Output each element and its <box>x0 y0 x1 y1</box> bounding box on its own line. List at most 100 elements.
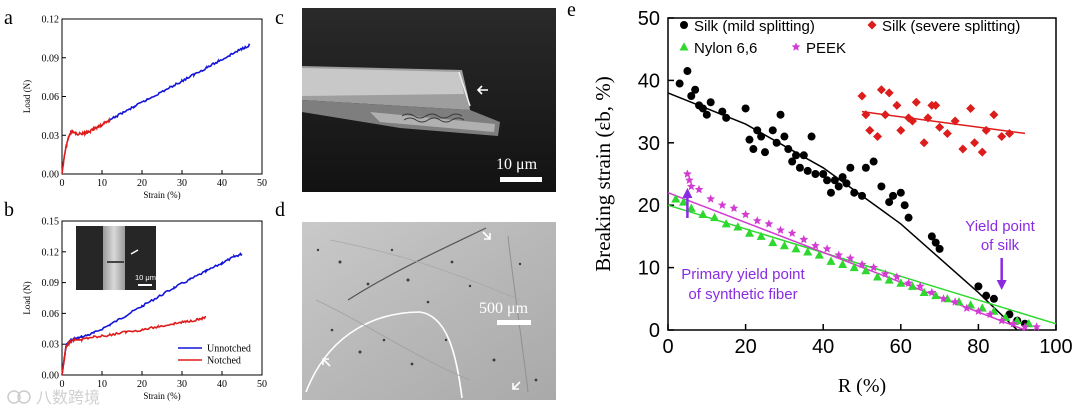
data-point-nylon-6-6 <box>931 290 941 300</box>
x-tick-label: 40 <box>217 379 227 390</box>
legend-label: Unnotched <box>207 344 251 355</box>
data-point-nylon-6-6 <box>686 203 696 212</box>
data-point-silk-mild-splitting <box>889 191 898 200</box>
data-point-silk-mild-splitting <box>904 213 913 222</box>
x-tick-label: 0 <box>60 178 65 189</box>
x-tick-label: 30 <box>177 178 187 189</box>
data-point-peek <box>915 281 925 290</box>
data-point-nylon-6-6 <box>966 300 976 309</box>
data-point-silk-mild-splitting <box>974 282 983 291</box>
notch-arrow-icon <box>130 249 139 255</box>
series-line-notched <box>61 315 207 376</box>
data-point-silk-severe-splitting <box>876 85 886 95</box>
data-point-silk-mild-splitting <box>861 163 870 172</box>
y-tick-label: 40 <box>638 70 660 92</box>
data-point-peek <box>997 316 1007 325</box>
inset-micrograph-b: 10 μm <box>76 226 156 290</box>
data-point-nylon-6-6 <box>671 194 681 203</box>
data-point-peek <box>764 219 774 228</box>
data-point-silk-mild-splitting <box>687 92 696 100</box>
x-tick-label: 0 <box>60 379 65 390</box>
x-tick-label: 20 <box>137 178 147 189</box>
data-point-silk-mild-splitting <box>989 294 998 303</box>
data-point-silk-severe-splitting <box>861 110 871 120</box>
data-point-nylon-6-6 <box>919 287 929 297</box>
x-tick-label: 40 <box>217 178 227 189</box>
data-point-nylon-6-6 <box>710 212 720 222</box>
data-point-peek <box>717 200 727 209</box>
data-point-silk-mild-splitting <box>768 126 777 135</box>
data-point-peek <box>974 306 983 315</box>
data-point-peek <box>904 278 913 287</box>
y-tick-label: 0.06 <box>42 309 60 320</box>
data-point-silk-mild-splitting <box>772 138 781 147</box>
data-point-silk-severe-splitting <box>931 100 941 110</box>
data-point-peek <box>694 185 704 194</box>
crack-arrow-icon <box>482 231 491 240</box>
x-tick-label: 40 <box>812 336 834 358</box>
data-point-nylon-6-6 <box>814 250 824 259</box>
data-point-silk-severe-splitting <box>896 125 906 135</box>
data-point-silk-mild-splitting <box>691 85 700 94</box>
data-point-nylon-6-6 <box>679 197 689 206</box>
data-point-silk-mild-splitting <box>807 132 816 141</box>
data-point-silk-mild-splitting <box>838 173 847 182</box>
y-tick-label: 0.15 <box>42 217 60 228</box>
arrowhead-icon <box>996 280 1007 290</box>
data-point-silk-severe-splitting <box>911 97 921 107</box>
data-point-nylon-6-6 <box>733 222 743 231</box>
data-point-peek <box>683 169 692 178</box>
x-axis-label: Strain (%) <box>143 391 180 401</box>
watermark-text: 八数跨境 <box>36 388 100 407</box>
inset-scale-bar <box>138 284 152 286</box>
plot-frame <box>61 220 263 376</box>
crack-arrow-icon <box>322 358 331 367</box>
data-point-peek <box>822 244 832 253</box>
data-point-silk-severe-splitting <box>880 110 890 120</box>
data-point-nylon-6-6 <box>803 247 813 256</box>
data-point-silk-mild-splitting <box>935 244 944 253</box>
data-point-nylon-6-6 <box>849 262 859 272</box>
data-point-silk-mild-splitting <box>702 110 711 119</box>
data-point-nylon-6-6 <box>884 275 894 284</box>
scale-bar-d <box>497 320 531 325</box>
data-point-nylon-6-6 <box>698 209 708 219</box>
panel-label-b: b <box>4 199 14 221</box>
data-point-silk-severe-splitting <box>892 100 902 110</box>
watermark: 八数跨境 <box>7 388 100 407</box>
data-point-silk-severe-splitting <box>989 110 999 120</box>
data-point-nylon-6-6 <box>977 303 987 312</box>
data-point-nylon-6-6 <box>779 240 789 250</box>
data-point-peek <box>927 288 937 297</box>
inset-scale-label: 10 μm <box>135 273 156 282</box>
data-point-silk-mild-splitting <box>761 148 769 157</box>
chart-e: 0 20 40 60 80 100 0 10 20 30 40 50 R (%) Breaking str… <box>591 8 1073 397</box>
split-arrow-icon <box>476 85 488 95</box>
y-tick-label: 0 <box>649 320 660 342</box>
data-point-silk-mild-splitting <box>858 191 866 200</box>
data-point-silk-mild-splitting <box>792 151 801 160</box>
data-point-silk-mild-splitting <box>834 182 843 191</box>
data-point-silk-mild-splitting <box>698 104 707 113</box>
data-point-silk-severe-splitting <box>958 144 968 154</box>
x-tick-label: 0 <box>662 336 673 358</box>
data-point-peek <box>880 269 890 278</box>
scale-bar-c <box>500 177 542 182</box>
legend-marker <box>680 21 688 29</box>
data-point-silk-mild-splitting <box>749 145 758 154</box>
data-point-silk-severe-splitting <box>907 116 917 126</box>
data-point-silk-severe-splitting <box>857 91 867 101</box>
data-point-peek <box>776 225 785 234</box>
data-point-silk-mild-splitting <box>722 113 731 122</box>
data-point-silk-severe-splitting <box>970 138 980 148</box>
series-line-red <box>61 116 111 175</box>
data-point-silk-mild-splitting <box>819 170 828 178</box>
data-point-peek <box>752 216 762 225</box>
y-tick-label: 0.03 <box>42 340 60 351</box>
data-point-nylon-6-6 <box>1024 318 1034 328</box>
data-point-nylon-6-6 <box>826 256 836 265</box>
x-axis-label: R (%) <box>838 375 886 397</box>
data-point-silk-severe-splitting <box>997 132 1007 142</box>
data-point-nylon-6-6 <box>838 259 848 268</box>
annotation-yield-silk-2: of silk <box>981 237 1020 254</box>
